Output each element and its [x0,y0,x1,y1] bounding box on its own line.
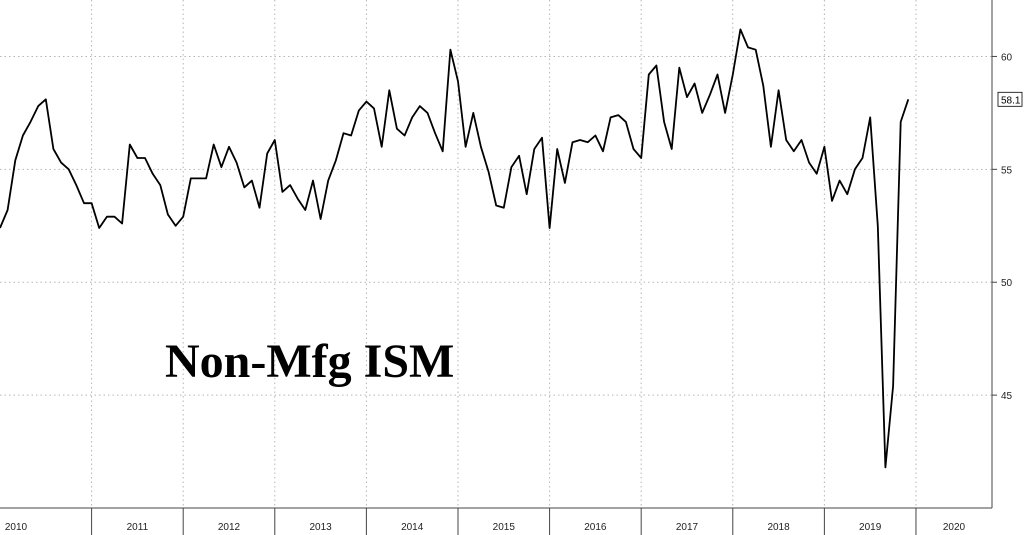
x-tick-label: 2016 [584,522,607,533]
x-tick-label: 2012 [218,522,241,533]
last-value-box [997,91,1023,107]
last-value-label: 58.1 [1001,95,1021,106]
last-value-marker: 58.1 [997,91,1023,107]
y-tick-label: 60 [1001,52,1013,63]
y-tick-label: 55 [1001,165,1013,176]
x-tick-label: 2017 [676,522,699,533]
x-tick-label: 2013 [309,522,332,533]
x-tick-label: 2014 [401,522,424,533]
y-tick-label: 50 [1001,278,1013,289]
x-tick-label: 2019 [859,522,882,533]
x-tick-label: 2010 [5,522,28,533]
chart-title: Non-Mfg ISM [165,335,454,388]
x-tick-label: 2020 [943,522,966,533]
series-line-0 [0,28,910,469]
x-tick-label: 2011 [127,522,149,533]
series [0,28,910,469]
y-tick-label: 45 [1001,391,1013,402]
x-tick-label: 2015 [493,522,516,533]
grid [0,0,992,508]
x-tick-label: 2018 [767,522,790,533]
